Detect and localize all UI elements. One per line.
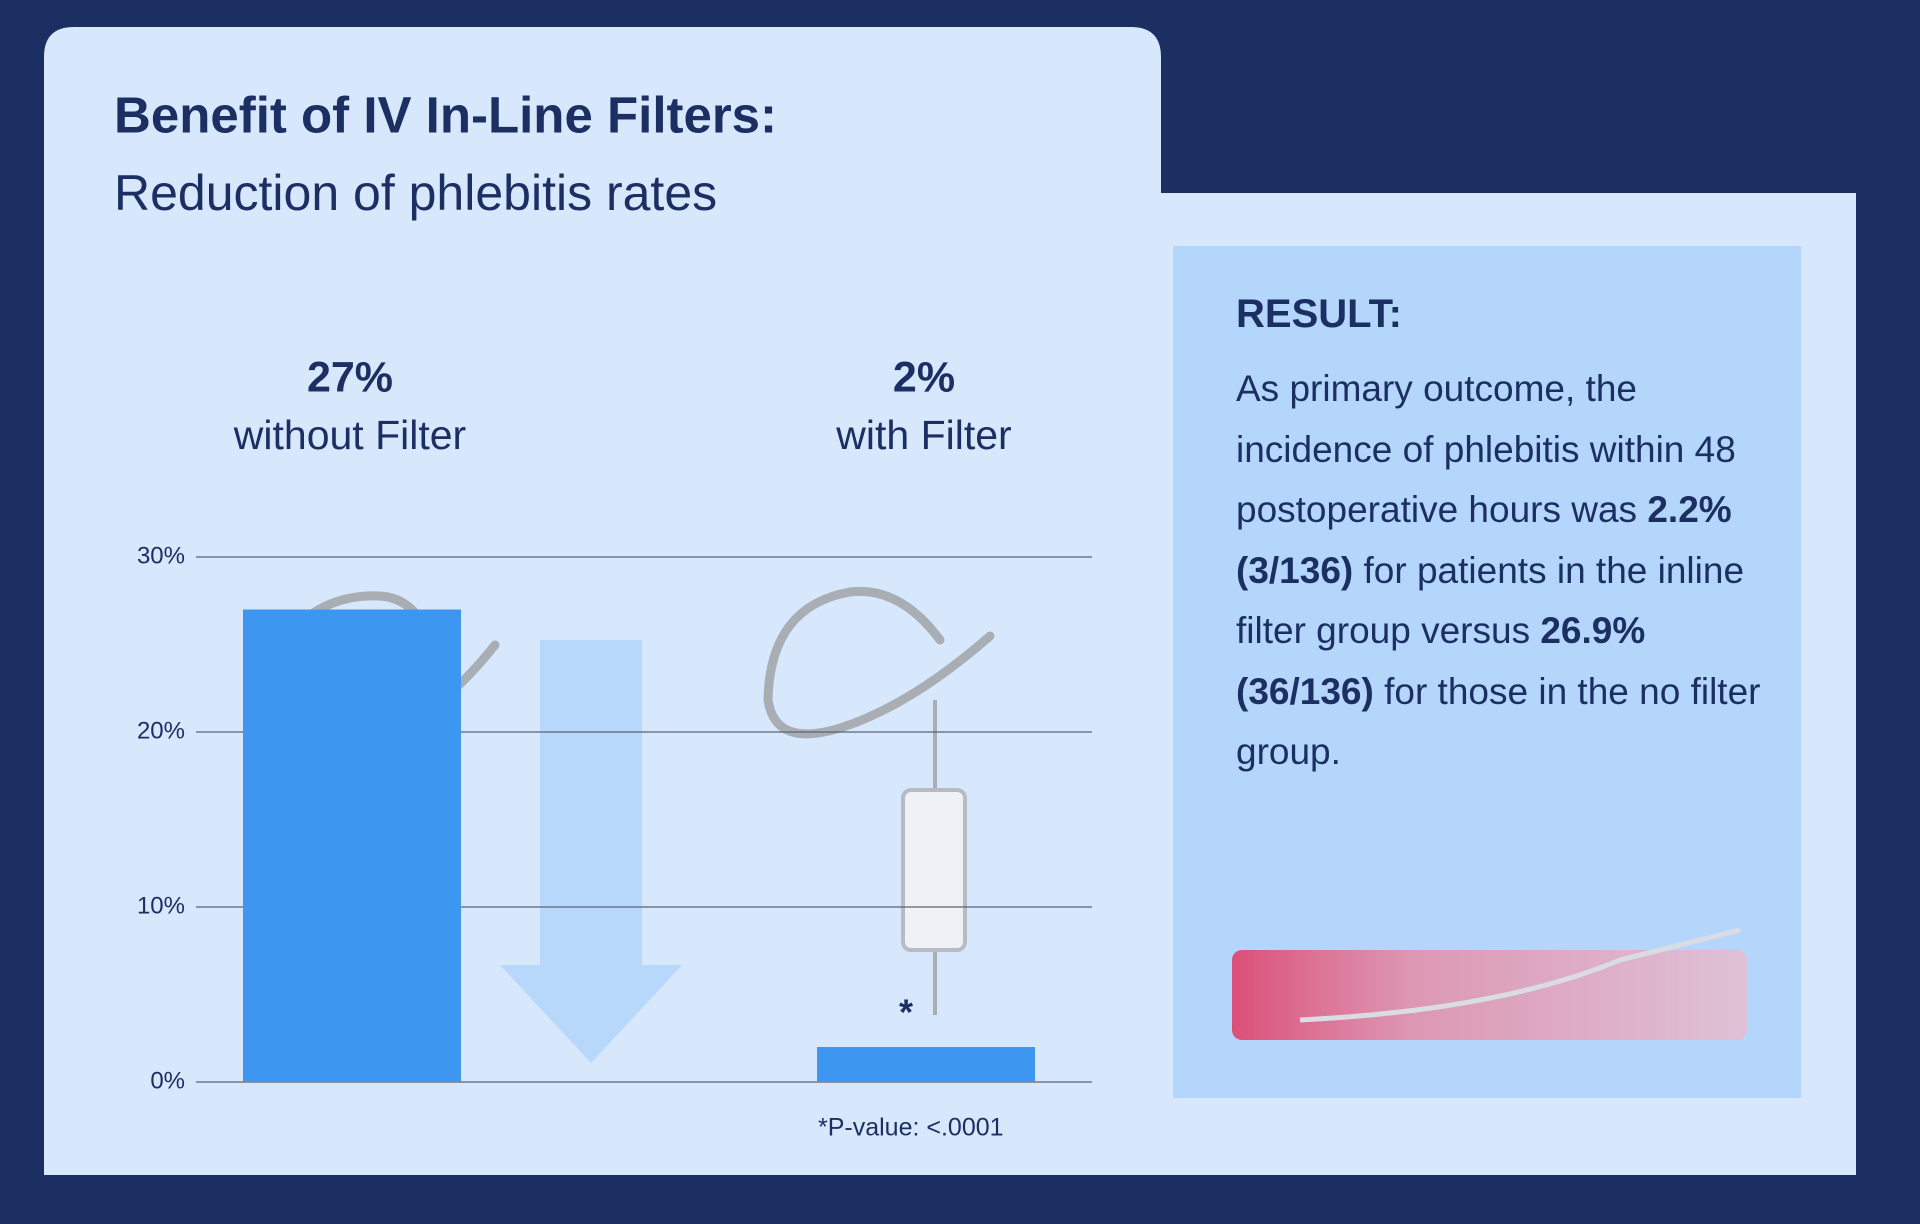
chart-title: Benefit of IV In-Line Filters:	[114, 86, 777, 143]
result-panel: RESULT: As primary outcome, the incidenc…	[1236, 292, 1776, 783]
result-segment: for those in the no filter group.	[1236, 670, 1761, 773]
vein-illustration	[1232, 950, 1747, 1040]
y-tick-label: 20%	[137, 717, 185, 744]
bar	[817, 1047, 1035, 1082]
value-label: 2%	[893, 353, 955, 401]
category-label: with Filter	[835, 412, 1011, 458]
result-text: As primary outcome, the incidence of phl…	[1236, 359, 1776, 783]
result-segment: As primary outcome, the incidence of phl…	[1236, 368, 1736, 530]
chart-subtitle: Reduction of phlebitis rates	[114, 165, 717, 221]
result-highlight: 26.9% (36/136)	[1236, 610, 1646, 712]
y-tick-label: 0%	[150, 1067, 185, 1094]
significance-mark: *	[899, 992, 913, 1033]
result-segment: for patients in the inline filter group …	[1236, 549, 1745, 652]
y-tick-label: 30%	[137, 542, 185, 569]
y-tick-label: 10%	[137, 892, 185, 919]
footnote: *P-value: <.0001	[818, 1114, 1004, 1142]
filter-device	[901, 788, 967, 952]
reduction-arrow	[500, 640, 682, 1063]
result-highlight: 2.2% (3/136)	[1236, 489, 1732, 591]
result-heading: RESULT:	[1236, 292, 1402, 336]
catheter-illustration	[1299, 927, 1741, 1023]
bar	[243, 609, 461, 1082]
value-label: 27%	[307, 353, 393, 401]
category-label: without Filter	[233, 412, 466, 458]
